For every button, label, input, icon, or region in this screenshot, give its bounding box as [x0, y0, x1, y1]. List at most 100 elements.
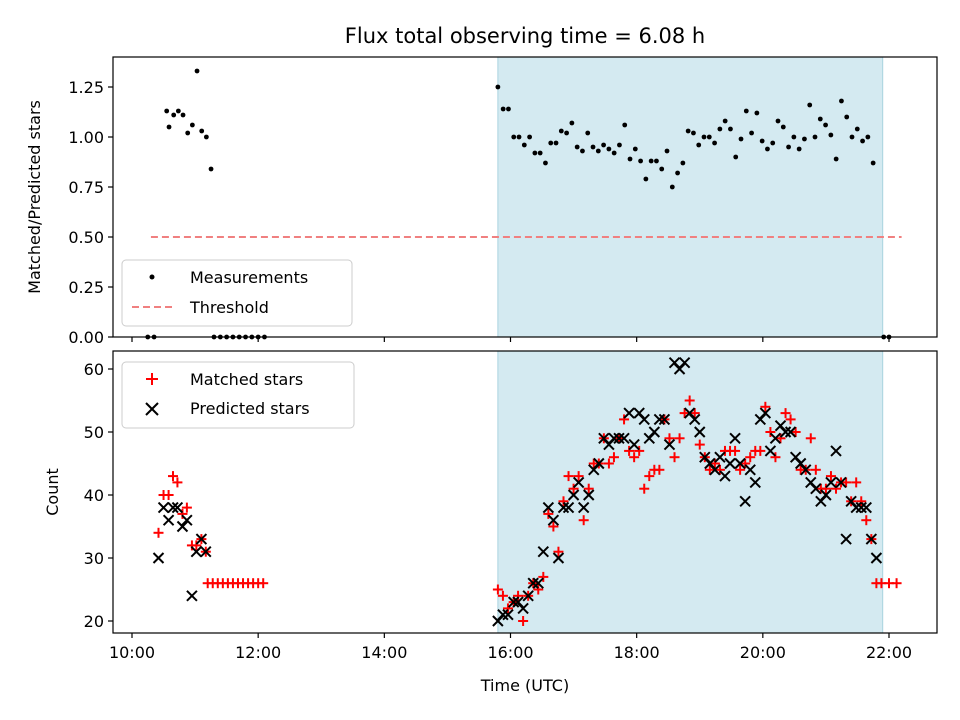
top-y-tick-label: 0.50	[68, 228, 104, 247]
measurement-point	[823, 122, 828, 128]
predicted-star-point	[860, 501, 872, 514]
measurement-point	[574, 144, 580, 150]
measurement-point	[733, 154, 739, 160]
predicted-star-point	[618, 432, 630, 445]
matched-stars-points	[153, 395, 902, 626]
predicted-star-point	[779, 426, 792, 438]
measurement-point	[537, 150, 543, 156]
predicted-star-point	[714, 451, 726, 463]
predicted-star-point	[200, 545, 212, 558]
measurement-point	[775, 118, 781, 124]
predicted-star-point	[507, 596, 520, 608]
measurement-point	[558, 128, 564, 134]
matched-star-point	[851, 477, 862, 488]
predicted-star-point	[835, 476, 847, 489]
predicted-star-point	[171, 501, 184, 514]
legend-plus-marker	[146, 373, 158, 385]
measurement-point	[860, 138, 865, 144]
matched-star-point	[518, 616, 529, 626]
top-y-tick-label: 0.75	[68, 178, 104, 197]
predicted-star-point	[800, 464, 812, 476]
measurement-points	[145, 68, 892, 340]
predicted-star-point	[870, 552, 883, 564]
matched-star-point	[502, 603, 513, 614]
measurement-point	[648, 158, 654, 164]
matched-star-point	[689, 408, 700, 419]
matched-star-point	[563, 471, 574, 482]
predicted-star-point	[157, 501, 170, 514]
matched-star-point	[492, 584, 503, 595]
measurement-point	[617, 142, 622, 148]
matched-star-point	[831, 483, 842, 494]
measurement-point	[569, 120, 575, 126]
matched-star-point	[735, 464, 746, 475]
predicted-star-point	[577, 501, 590, 514]
top-y-tick-label: 0.25	[68, 278, 104, 297]
measurement-point	[675, 170, 680, 176]
predicted-star-point	[195, 533, 208, 545]
predicted-star-point	[152, 552, 165, 564]
measurement-point	[817, 116, 823, 122]
measurement-point	[495, 84, 501, 90]
predicted-star-point	[623, 407, 635, 419]
measurement-point	[506, 106, 511, 112]
matched-star-point	[168, 471, 179, 482]
measurement-point	[780, 124, 786, 130]
predicted-star-point	[709, 464, 721, 476]
predicted-star-point	[820, 489, 832, 501]
predicted-star-point	[583, 489, 595, 501]
measurement-point	[543, 160, 548, 166]
matched-star-point	[856, 496, 867, 507]
measurement-point	[664, 148, 670, 154]
matched-star-point	[790, 427, 801, 437]
bottom-y-tick-label: 50	[84, 423, 104, 442]
measurement-point	[844, 114, 850, 120]
x-tick-label: 12:00	[235, 643, 281, 662]
legend-dot-marker	[149, 274, 155, 280]
matched-star-point	[841, 477, 852, 488]
predicted-star-point	[522, 590, 534, 602]
measurement-point	[521, 142, 527, 148]
matched-star-point	[694, 439, 705, 450]
measurement-point	[164, 108, 170, 114]
predicted-star-point	[517, 602, 529, 615]
bottom-y-axis-label: Count	[43, 468, 62, 516]
matched-star-point	[258, 578, 269, 589]
matched-star-point	[513, 590, 524, 601]
x-axis-label: Time (UTC)	[480, 676, 569, 695]
matched-star-point	[669, 452, 680, 463]
matched-star-point	[543, 508, 554, 519]
predicted-star-point	[648, 426, 661, 438]
top-y-tick-label: 0.00	[68, 328, 104, 347]
measurement-point	[654, 158, 659, 164]
predicted-star-point	[502, 608, 514, 621]
matched-star-point	[634, 445, 645, 456]
matched-star-point	[163, 490, 174, 500]
predicted-star-point	[562, 501, 575, 514]
matched-star-point	[644, 471, 655, 482]
predicted-star-point	[527, 577, 539, 589]
matched-star-point	[568, 483, 579, 494]
predicted-star-point	[190, 545, 203, 558]
bottom-y-ticks: 20 30 40 50 60	[84, 360, 113, 631]
measurement-point	[585, 130, 591, 136]
predicted-star-point	[532, 577, 544, 589]
predicted-star-point	[850, 501, 862, 514]
matched-star-point	[553, 546, 564, 557]
measurement-point	[532, 150, 538, 156]
predicted-star-point	[865, 533, 878, 545]
measurement-point	[622, 122, 628, 128]
predicted-star-point	[628, 438, 640, 451]
measurement-point	[632, 146, 638, 152]
matched-star-point	[608, 452, 619, 463]
measurement-point	[548, 140, 554, 146]
measurement-point	[849, 134, 855, 140]
matched-star-point	[745, 452, 756, 463]
measurement-point	[606, 146, 612, 152]
measurement-point	[807, 102, 813, 108]
matched-star-point	[497, 590, 508, 601]
measurement-point	[180, 112, 186, 118]
bottom-axes-frame	[112, 350, 938, 634]
top-legend-box	[121, 259, 353, 327]
measurement-point	[659, 166, 665, 172]
